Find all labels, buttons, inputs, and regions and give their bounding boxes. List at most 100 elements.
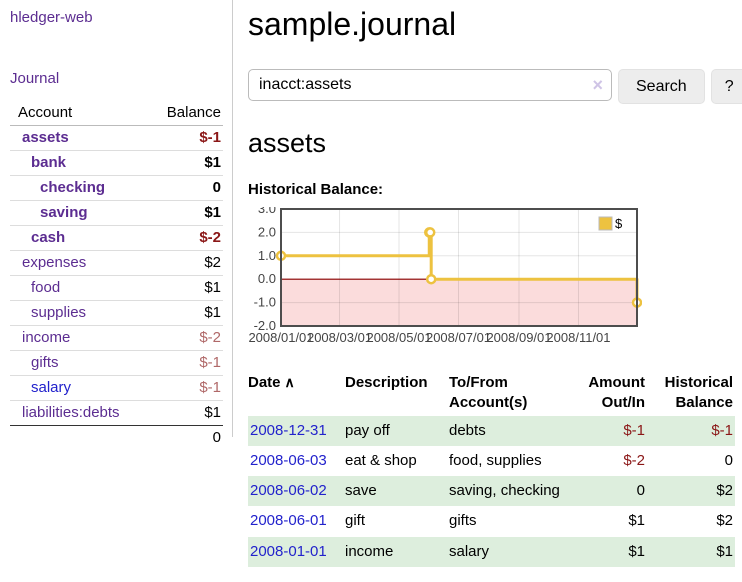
search-input[interactable] bbox=[248, 69, 612, 101]
register-header-row: Date ∧ Description To/From Account(s) Amou… bbox=[248, 371, 735, 416]
transaction-row: 2008-12-31 pay off debts $-1 $-1 bbox=[248, 415, 735, 446]
page-title: sample.journal bbox=[248, 6, 457, 42]
y-tick-label: 3.0 bbox=[258, 207, 276, 216]
transaction-amount: $1 bbox=[571, 536, 647, 567]
account-link[interactable]: saving bbox=[40, 204, 88, 221]
account-balance: $1 bbox=[204, 204, 221, 221]
x-tick-label: 2008/01/01 bbox=[248, 330, 313, 345]
transaction-row: 2008-01-01 income salary $1 $1 bbox=[248, 536, 735, 567]
transaction-balance: $-1 bbox=[647, 415, 735, 446]
transaction-balance: $1 bbox=[647, 536, 735, 567]
legend-swatch bbox=[598, 216, 613, 231]
account-balance: $1 bbox=[204, 154, 221, 171]
account-row: checking 0 bbox=[10, 175, 223, 201]
transaction-amount: 0 bbox=[571, 476, 647, 507]
y-tick-label: 1.0 bbox=[258, 248, 276, 263]
account-row: liabilities:debts $1 bbox=[10, 400, 223, 426]
transaction-description: eat & shop bbox=[345, 451, 417, 469]
transaction-accounts: saving, checking bbox=[449, 476, 571, 507]
account-row: gifts $-1 bbox=[10, 350, 223, 376]
app-title-link[interactable]: hledger-web bbox=[10, 9, 93, 26]
x-tick-label: 2008/07/01 bbox=[426, 330, 491, 345]
transaction-row: 2008-06-02 save saving, checking 0 $2 bbox=[248, 476, 735, 507]
y-tick-label: -2.0 bbox=[254, 318, 276, 333]
account-row: food $1 bbox=[10, 275, 223, 301]
main-content: sample.journal × Search ? assets Histori… bbox=[233, 0, 742, 567]
sort-ascending-icon: ∧ bbox=[284, 374, 295, 390]
account-balance: $1 bbox=[204, 304, 221, 321]
transaction-balance: $2 bbox=[716, 512, 733, 530]
transaction-date-link[interactable]: 2008-06-01 bbox=[250, 512, 327, 530]
sidebar: hledger-web Journal Account Balance asse… bbox=[0, 0, 233, 446]
transaction-date-link[interactable]: 2008-01-01 bbox=[250, 542, 327, 560]
y-tick-label: 0.0 bbox=[258, 271, 276, 286]
account-heading: assets bbox=[248, 128, 327, 158]
search-button[interactable]: Search bbox=[618, 69, 705, 104]
transaction-description: save bbox=[345, 476, 449, 507]
register-header-date[interactable]: Date ∧ bbox=[248, 374, 295, 391]
y-tick-label: 2.0 bbox=[258, 224, 276, 239]
search-help-button[interactable]: ? bbox=[710, 69, 742, 104]
account-link[interactable]: income bbox=[22, 329, 71, 346]
x-tick-label: 2008/09/01 bbox=[486, 330, 551, 345]
transaction-accounts: salary bbox=[449, 536, 571, 567]
search-form: × Search ? bbox=[248, 69, 742, 104]
account-link[interactable]: supplies bbox=[31, 304, 87, 321]
account-row: assets $-1 bbox=[10, 125, 223, 151]
transaction-row: 2008-06-03 eat & shop food, supplies $-2 0 bbox=[248, 446, 735, 476]
transaction-date-link[interactable]: 2008-06-02 bbox=[250, 482, 327, 499]
transaction-balance: $2 bbox=[647, 476, 735, 507]
account-balance: $-1 bbox=[199, 379, 221, 396]
account-link[interactable]: cash bbox=[31, 229, 66, 246]
x-tick-label: 2008/11/01 bbox=[546, 330, 610, 345]
account-link[interactable]: liabilities:debts bbox=[22, 404, 120, 421]
accounts-header-account: Account bbox=[10, 101, 145, 126]
account-link[interactable]: food bbox=[31, 279, 61, 296]
page: hledger-web Journal Account Balance asse… bbox=[0, 0, 742, 567]
transaction-date-link[interactable]: 2008-12-31 bbox=[250, 421, 327, 439]
account-link[interactable]: salary bbox=[31, 379, 72, 396]
clear-search-icon[interactable]: × bbox=[592, 75, 603, 95]
account-balance: $-2 bbox=[199, 329, 221, 346]
transaction-description: income bbox=[345, 536, 449, 567]
account-balance: $-1 bbox=[199, 129, 221, 146]
account-row: cash $-2 bbox=[10, 225, 223, 251]
account-row: salary $-1 bbox=[10, 375, 223, 401]
account-link[interactable]: assets bbox=[22, 129, 69, 146]
accounts-body: assets $-1 bank $1 checking 0 saving $1 cash $-2 e… bbox=[10, 125, 223, 451]
transaction-accounts: gifts bbox=[449, 512, 477, 530]
account-row: saving $1 bbox=[10, 200, 223, 226]
account-link[interactable]: expenses bbox=[22, 254, 87, 271]
register-body: 2008-12-31 pay off debts $-1 $-1 2008-06-03 ea… bbox=[248, 415, 735, 567]
y-tick-label: -1.0 bbox=[254, 295, 276, 310]
register-header-accounts: To/From Account(s) bbox=[449, 374, 528, 412]
accounts-header-balance: Balance bbox=[144, 101, 223, 126]
account-balance: $1 bbox=[204, 279, 221, 296]
accounts-header-row: Account Balance bbox=[10, 101, 223, 126]
account-link[interactable]: checking bbox=[40, 179, 106, 196]
account-row: supplies $1 bbox=[10, 300, 223, 326]
account-row: expenses $2 bbox=[10, 250, 223, 276]
register-header-balance: Historical Balance bbox=[664, 374, 733, 412]
transaction-amount: $-2 bbox=[623, 451, 645, 469]
transaction-balance: 0 bbox=[724, 451, 733, 469]
accounts-balance-table: Account Balance assets $-1 bank $1 checking 0… bbox=[10, 101, 223, 450]
transaction-description: gift bbox=[345, 512, 366, 530]
chart-title: Historical Balance: bbox=[248, 181, 384, 198]
transaction-accounts: debts bbox=[449, 415, 571, 446]
account-balance: $2 bbox=[204, 254, 221, 271]
register-header-description: Description bbox=[345, 374, 428, 391]
transaction-amount: $1 bbox=[628, 512, 645, 530]
balance-chart-svg: $3.0 2.0 1.0 0.0 -1.0 -2.02008/01/012008/03/0… bbox=[248, 201, 643, 345]
account-link[interactable]: gifts bbox=[31, 354, 59, 371]
accounts-total-value: 0 bbox=[212, 429, 221, 446]
transaction-date-link[interactable]: 2008-06-03 bbox=[250, 451, 327, 469]
sidebar-item-journal[interactable]: Journal bbox=[10, 70, 60, 87]
account-balance: 0 bbox=[212, 179, 221, 196]
account-balance: $-2 bbox=[199, 229, 221, 246]
transaction-amount: $-1 bbox=[571, 415, 647, 446]
transaction-description: pay off bbox=[345, 415, 449, 446]
account-link[interactable]: bank bbox=[31, 154, 67, 171]
account-row: bank $1 bbox=[10, 150, 223, 176]
transaction-row: 2008-06-01 gift gifts $1 $2 bbox=[248, 506, 735, 536]
